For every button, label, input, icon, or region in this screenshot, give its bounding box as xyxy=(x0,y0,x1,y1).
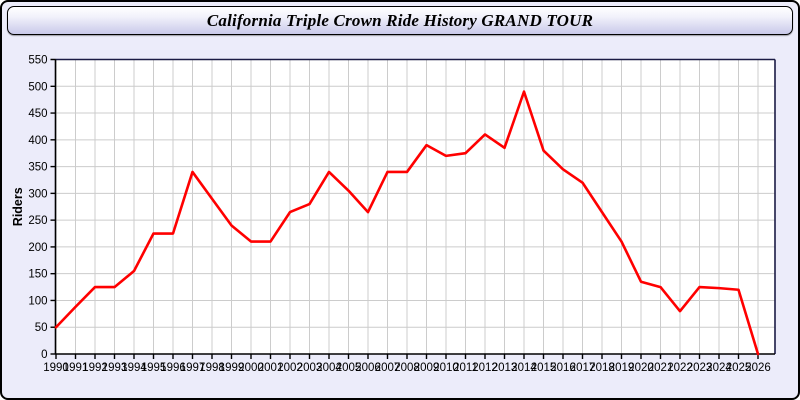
x-tick-label: 2004 xyxy=(316,362,342,374)
x-tick-label: 1991 xyxy=(63,362,89,374)
x-tick-label: 2014 xyxy=(511,362,537,374)
x-tick-label: 1995 xyxy=(141,362,167,374)
x-tick-label: 2007 xyxy=(375,362,401,374)
x-tick-label: 2011 xyxy=(453,362,478,374)
y-tick-label: 350 xyxy=(28,162,47,174)
x-tick-label: 2020 xyxy=(628,362,654,374)
y-tick-label: 250 xyxy=(28,215,47,227)
x-tick-label: 2009 xyxy=(414,362,440,374)
x-tick-label: 1998 xyxy=(199,362,225,374)
x-tick-label: 2006 xyxy=(355,362,381,374)
riders-data-line xyxy=(54,90,760,356)
y-tick-label: 100 xyxy=(28,295,47,307)
x-tick-label: 2024 xyxy=(706,362,732,374)
y-tick-label: 300 xyxy=(28,188,47,200)
y-tick-label: 200 xyxy=(28,242,47,254)
x-tick-label: 2017 xyxy=(570,362,596,374)
x-tick-label: 2010 xyxy=(433,362,459,374)
x-tick-label: 1997 xyxy=(180,362,206,374)
y-tick-label: 50 xyxy=(35,322,48,334)
x-tick-label: 2001 xyxy=(258,362,284,374)
y-tick-label: 150 xyxy=(28,269,47,281)
x-tick-label: 2018 xyxy=(589,362,615,374)
x-tick-label: 2012 xyxy=(472,362,498,374)
x-tick-label: 2021 xyxy=(648,362,674,374)
x-tick-label: 2015 xyxy=(531,362,557,374)
x-tick-label: 2002 xyxy=(277,362,303,374)
x-tick-label: 2003 xyxy=(297,362,323,374)
x-tick-label: 2013 xyxy=(492,362,518,374)
y-tick-label: 550 xyxy=(28,55,47,67)
y-tick-label: 450 xyxy=(28,108,47,120)
x-tick-label: 1992 xyxy=(82,362,108,374)
y-tick-label: 0 xyxy=(41,349,47,361)
x-tick-label: 2000 xyxy=(238,362,264,374)
plot-background xyxy=(55,59,775,354)
x-tick-label: 2019 xyxy=(609,362,635,374)
title-bar: California Triple Crown Ride History GRA… xyxy=(7,6,793,35)
x-tick-label: 2016 xyxy=(550,362,576,374)
y-tick-label: 400 xyxy=(28,135,47,147)
y-tick-label: 500 xyxy=(28,81,47,93)
x-tick-label: 1994 xyxy=(121,362,147,374)
x-tick-label: 1996 xyxy=(160,362,186,374)
x-tick-label: 2026 xyxy=(745,362,771,374)
x-tick-label: 2008 xyxy=(394,362,420,374)
y-axis-title: Riders xyxy=(11,187,25,226)
x-tick-label: 1990 xyxy=(43,362,69,374)
chart-title: California Triple Crown Ride History GRA… xyxy=(206,10,594,30)
x-tick-label: 2025 xyxy=(726,362,752,374)
x-tick-label: 1993 xyxy=(102,362,128,374)
x-tick-label: 2005 xyxy=(336,362,362,374)
x-tick-label: 1999 xyxy=(219,362,245,374)
x-tick-label: 2023 xyxy=(687,362,713,374)
x-tick-label: 2022 xyxy=(667,362,693,374)
